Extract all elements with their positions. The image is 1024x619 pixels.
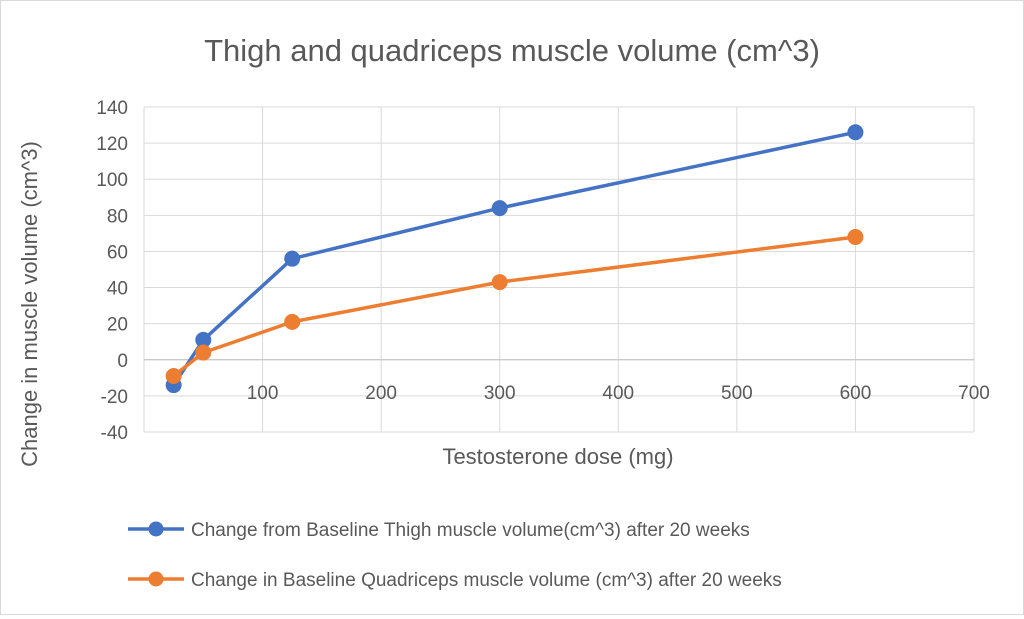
x-tick-label: 100	[247, 383, 279, 404]
x-tick-label: 600	[840, 383, 872, 404]
series-1	[165, 124, 864, 394]
legend-label: Change in Baseline Quadriceps muscle vol…	[191, 570, 782, 591]
data-point	[284, 313, 301, 330]
x-axis-title: Testosterone dose (mg)	[442, 444, 673, 469]
legend-entry: Change in Baseline Quadriceps muscle vol…	[128, 570, 782, 591]
y-tick-label: 60	[107, 242, 128, 263]
legend-label: Change from Baseline Thigh muscle volume…	[191, 520, 750, 541]
legend: Change from Baseline Thigh muscle volume…	[128, 520, 782, 591]
data-point	[491, 274, 508, 291]
y-tick-label: 140	[96, 98, 128, 119]
data-point	[195, 344, 212, 361]
legend-marker	[148, 571, 164, 587]
x-tick-label: 700	[958, 383, 990, 404]
gridlines	[143, 106, 975, 433]
data-point	[491, 200, 508, 217]
legend-marker	[148, 521, 164, 537]
x-tick-label: 500	[721, 383, 753, 404]
data-point	[165, 368, 182, 385]
legend-entry: Change from Baseline Thigh muscle volume…	[128, 520, 750, 541]
y-tick-label: -20	[101, 387, 128, 408]
y-tick-label: -40	[101, 423, 128, 444]
chart-title: Thigh and quadriceps muscle volume (cm^3…	[204, 33, 820, 68]
y-tick-label: 120	[96, 134, 128, 155]
series-2	[165, 229, 864, 385]
y-tick-label: 0	[117, 351, 128, 372]
data-point	[284, 250, 301, 267]
tick-labels: -40 -20 0 20 40 60 80 100 120 140 100 200 300 400 500 6…	[96, 98, 990, 444]
y-tick-label: 80	[107, 206, 128, 227]
y-tick-label: 100	[96, 170, 128, 191]
series-layer	[165, 124, 864, 394]
x-tick-label: 200	[365, 383, 397, 404]
series-line	[171, 235, 858, 378]
y-tick-label: 20	[107, 315, 128, 336]
x-tick-label: 400	[602, 383, 634, 404]
x-tick-label: 300	[484, 383, 516, 404]
data-point	[847, 124, 864, 141]
data-point	[847, 229, 864, 245]
series-line	[171, 130, 858, 387]
y-axis-title: Change in muscle volume (cm^3)	[17, 141, 42, 467]
y-tick-label: 40	[107, 279, 128, 300]
